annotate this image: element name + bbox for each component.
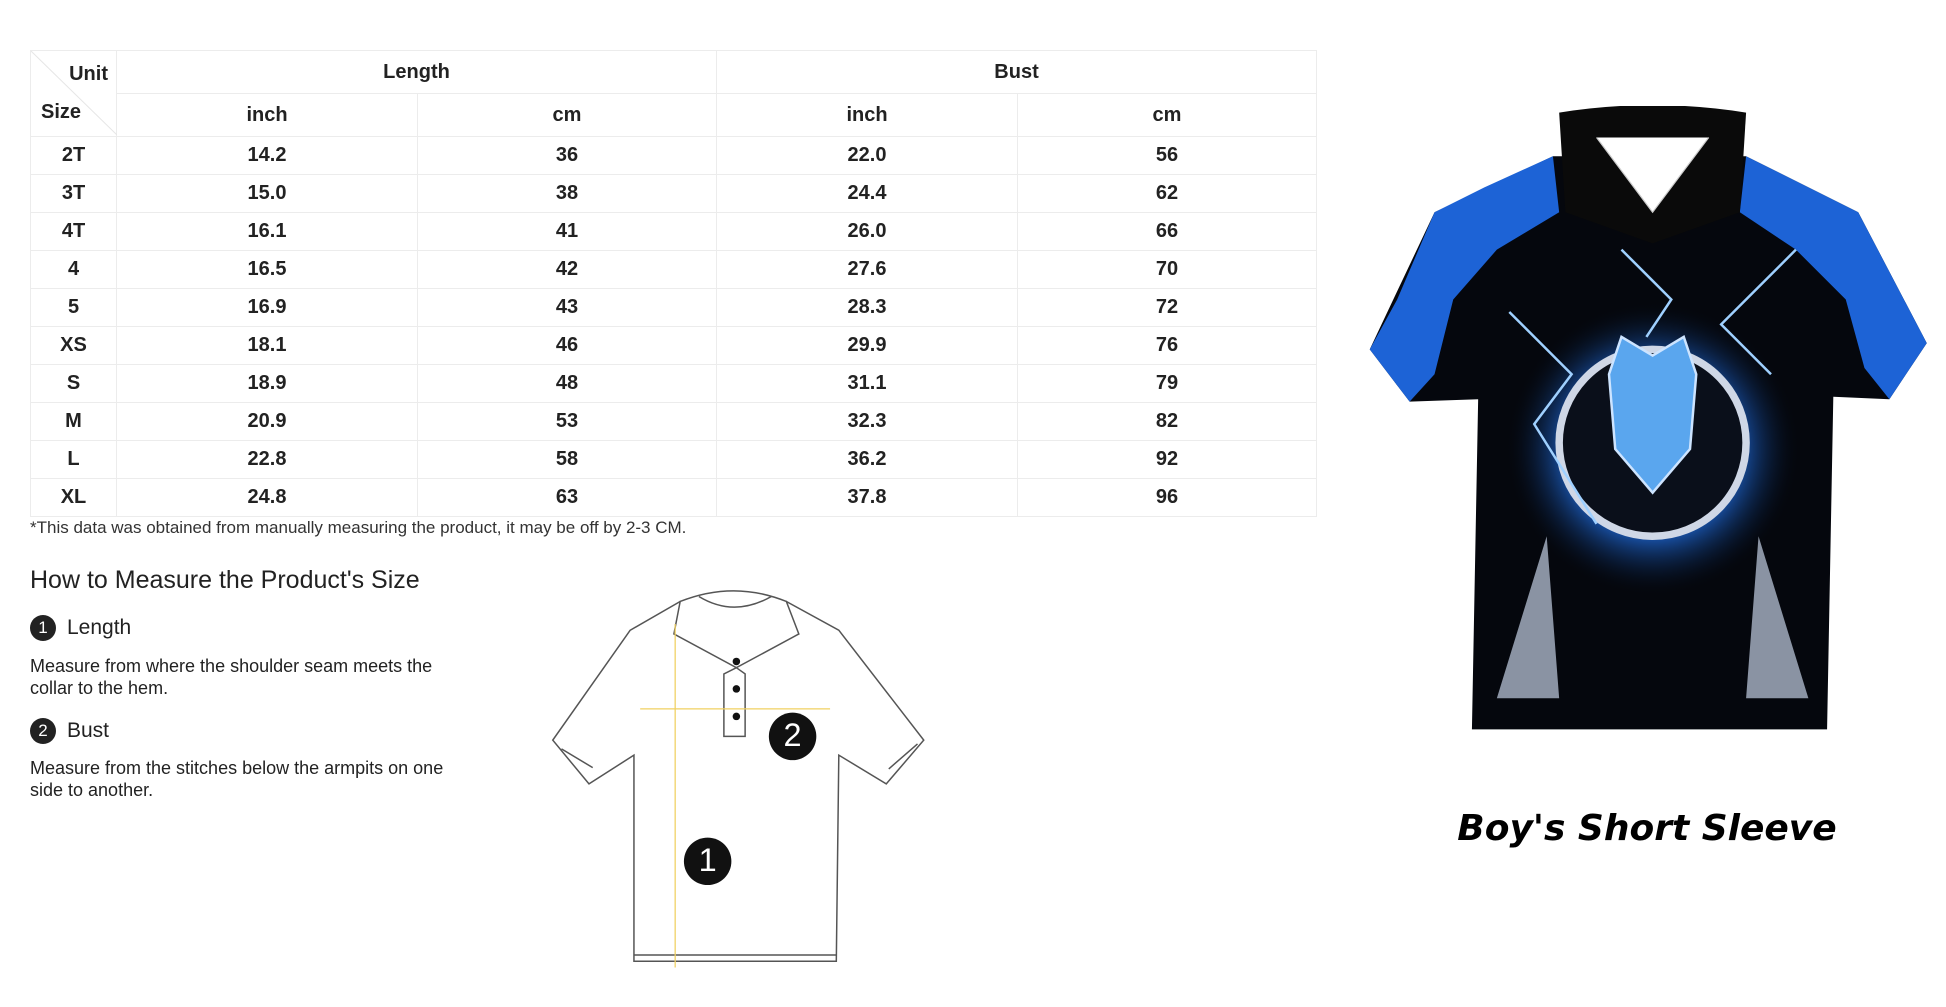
value-cell: 22.0: [716, 136, 1018, 175]
step: 1 Length: [30, 615, 131, 641]
value-cell: 66: [1016, 212, 1318, 251]
table-row: L 22.8 58 36.2 92: [30, 440, 1318, 479]
value-cell: 43: [417, 288, 717, 327]
value-cell: 79: [1016, 364, 1318, 403]
corner-unit: Unit: [69, 63, 108, 85]
value-cell: 70: [1016, 250, 1318, 289]
value-cell: 46: [417, 326, 717, 365]
table-row: 4T 16.1 41 26.0 66: [30, 212, 1318, 251]
step-name: Bust: [67, 719, 110, 742]
corner-size: Size: [41, 101, 82, 123]
size-cell: M: [30, 402, 117, 441]
size-cell: XS: [30, 326, 117, 365]
value-cell: 56: [1016, 136, 1318, 175]
corner-cell: Unit Size: [30, 50, 117, 137]
table-row: XL 24.8 63 37.8 96: [30, 478, 1318, 517]
value-cell: 36.2: [716, 440, 1018, 479]
product-caption: Boy's Short Sleeve: [1457, 808, 1837, 849]
value-cell: 18.1: [116, 326, 418, 365]
value-cell: 63: [417, 478, 717, 517]
guide-title: How to Measure the Product's Size: [30, 566, 420, 594]
step-text: Measure from the stitches below the armp…: [30, 758, 444, 800]
step: 2 Bust: [30, 718, 109, 744]
size-cell: L: [30, 440, 117, 479]
size-cell: 3T: [30, 174, 117, 213]
table-row: M 20.9 53 32.3 82: [30, 402, 1318, 441]
value-cell: 22.8: [116, 440, 418, 479]
value-cell: 14.2: [116, 136, 418, 175]
value-cell: 41: [417, 212, 717, 251]
table-row: 3T 15.0 38 24.4 62: [30, 174, 1318, 213]
value-cell: 72: [1016, 288, 1318, 327]
value-cell: 26.0: [716, 212, 1018, 251]
value-cell: 28.3: [716, 288, 1018, 327]
product-image: [1369, 106, 1927, 730]
value-cell: 24.4: [716, 174, 1018, 213]
value-cell: 36: [417, 136, 717, 175]
note: *This data was obtained from manually me…: [30, 518, 687, 537]
value-cell: 53: [417, 402, 717, 441]
value-cell: 37.8: [716, 478, 1018, 517]
step-text: Measure from where the shoulder seam mee…: [30, 656, 433, 698]
table-row: 4 16.5 42 27.6 70: [30, 250, 1318, 289]
value-cell: 24.8: [116, 478, 418, 517]
group-header: Bust: [715, 50, 1318, 94]
size-cell: 4: [30, 250, 117, 289]
table-row: XS 18.1 46 29.9 76: [30, 326, 1318, 365]
value-cell: 62: [1016, 174, 1318, 213]
value-cell: 92: [1016, 440, 1318, 479]
table-row: 2T 14.2 36 22.0 56: [30, 136, 1318, 175]
table-row: S 18.9 48 31.1 79: [30, 364, 1318, 403]
size-cell: 5: [30, 288, 117, 327]
shirt-diagram: 2 1: [551, 590, 925, 968]
size-cell: S: [30, 364, 117, 403]
value-cell: 16.5: [116, 250, 418, 289]
size-cell: 2T: [30, 136, 117, 175]
value-cell: 48: [417, 364, 717, 403]
unit-header: inch: [116, 93, 418, 137]
size-cell: 4T: [30, 212, 117, 251]
marker: 2: [784, 717, 802, 753]
value-cell: 18.9: [116, 364, 418, 403]
group-header: Length: [116, 50, 717, 94]
value-cell: 38: [417, 174, 717, 213]
step-number: 2: [30, 718, 56, 744]
value-cell: 42: [417, 250, 717, 289]
table-row: 5 16.9 43 28.3 72: [30, 288, 1318, 327]
size-cell: XL: [30, 478, 117, 517]
value-cell: 82: [1016, 402, 1318, 441]
unit-header: inch: [716, 93, 1018, 137]
value-cell: 16.9: [116, 288, 418, 327]
value-cell: 96: [1016, 478, 1318, 517]
diagonal: [31, 51, 117, 135]
value-cell: 27.6: [716, 250, 1018, 289]
value-cell: 32.3: [716, 402, 1018, 441]
value-cell: 15.0: [116, 174, 418, 213]
step-name: Length: [67, 616, 132, 639]
value-cell: 20.9: [116, 402, 418, 441]
value-cell: 76: [1016, 326, 1318, 365]
step-number: 1: [30, 615, 56, 641]
unit-header: cm: [417, 93, 717, 137]
value-cell: 58: [417, 440, 717, 479]
value-cell: 31.1: [716, 364, 1018, 403]
marker: 1: [699, 842, 717, 878]
value-cell: 29.9: [716, 326, 1018, 365]
unit-header: cm: [1016, 93, 1318, 137]
value-cell: 16.1: [116, 212, 418, 251]
size-table: Unit Size Length Bust inch cm inch cm 2T 14.…: [30, 50, 1318, 517]
